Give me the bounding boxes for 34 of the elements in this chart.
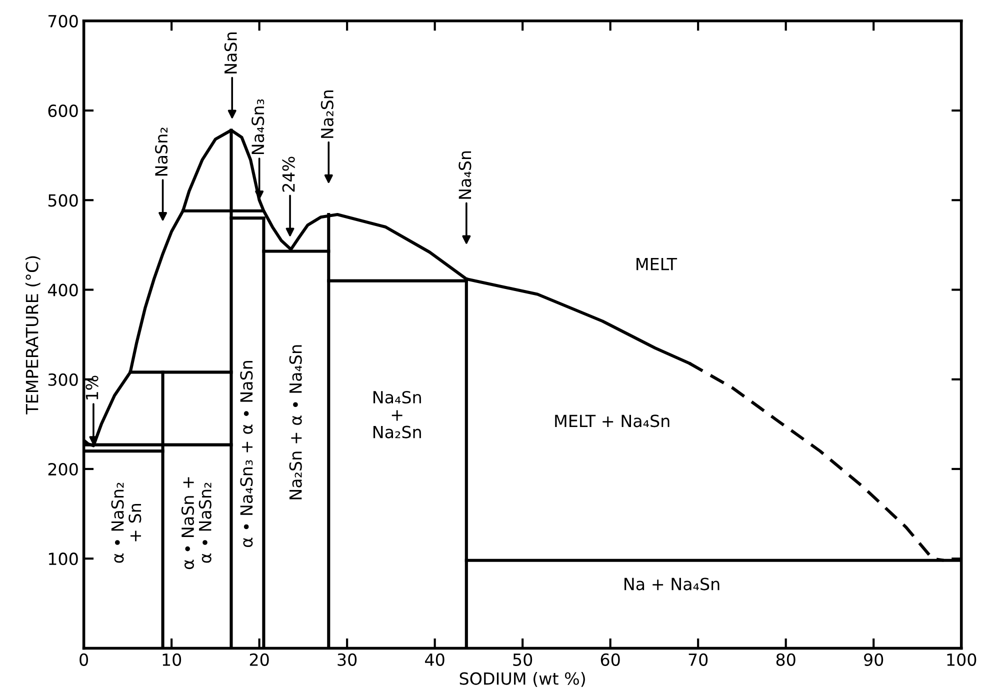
x-tick-label: 0: [80, 653, 88, 666]
x-tick-label: 70: [688, 653, 708, 666]
annotation: MELT: [636, 258, 678, 270]
annotation: MELT + Na₄Sn: [555, 414, 670, 428]
y-axis-title: TEMPERATURE (°C): [25, 256, 40, 414]
y-tick-label: 600: [48, 104, 78, 118]
x-tick-label: 60: [600, 653, 620, 666]
y-tick-label: 300: [48, 373, 78, 386]
annotation: 24%: [282, 156, 295, 192]
x-tick-label: 100: [947, 653, 976, 666]
y-tick-label: 500: [48, 194, 78, 207]
x-tick-label: 80: [776, 653, 796, 666]
x-tick-label: 20: [250, 653, 269, 666]
annotation: Na₄Sn: [458, 151, 472, 199]
y-tick-label: 400: [48, 284, 78, 296]
annotation: Na + Na₄Sn: [624, 578, 720, 590]
annotation: Na₄Sn₃: [252, 99, 264, 154]
x-tick-label: 90: [864, 653, 884, 666]
annotation: α • NaSn + α • NaSn₂: [181, 477, 212, 570]
x-tick-label: 30: [338, 653, 357, 666]
annotation: NaSn₂: [155, 128, 168, 176]
annotation: α • NaSn₂ + Sn: [111, 482, 142, 563]
x-tick-label: 50: [513, 653, 532, 666]
annotation: Na₄Sn + Na₂Sn: [373, 390, 421, 438]
y-tick-label: 700: [48, 14, 78, 28]
annotation: Na₂Sn: [320, 90, 334, 138]
x-axis-title: SODIUM (wt %): [460, 672, 585, 687]
annotation: NaSn: [224, 32, 237, 74]
x-tick-label: 10: [162, 653, 182, 666]
annotation: Na₂Sn + α • Na₄Sn: [289, 345, 302, 500]
x-tick-label: 40: [425, 653, 444, 666]
annotation: α • Na₄Sn₃ + α • NaSn: [240, 360, 253, 548]
y-tick-label: 200: [48, 462, 78, 476]
y-tick-label: 100: [48, 552, 78, 566]
